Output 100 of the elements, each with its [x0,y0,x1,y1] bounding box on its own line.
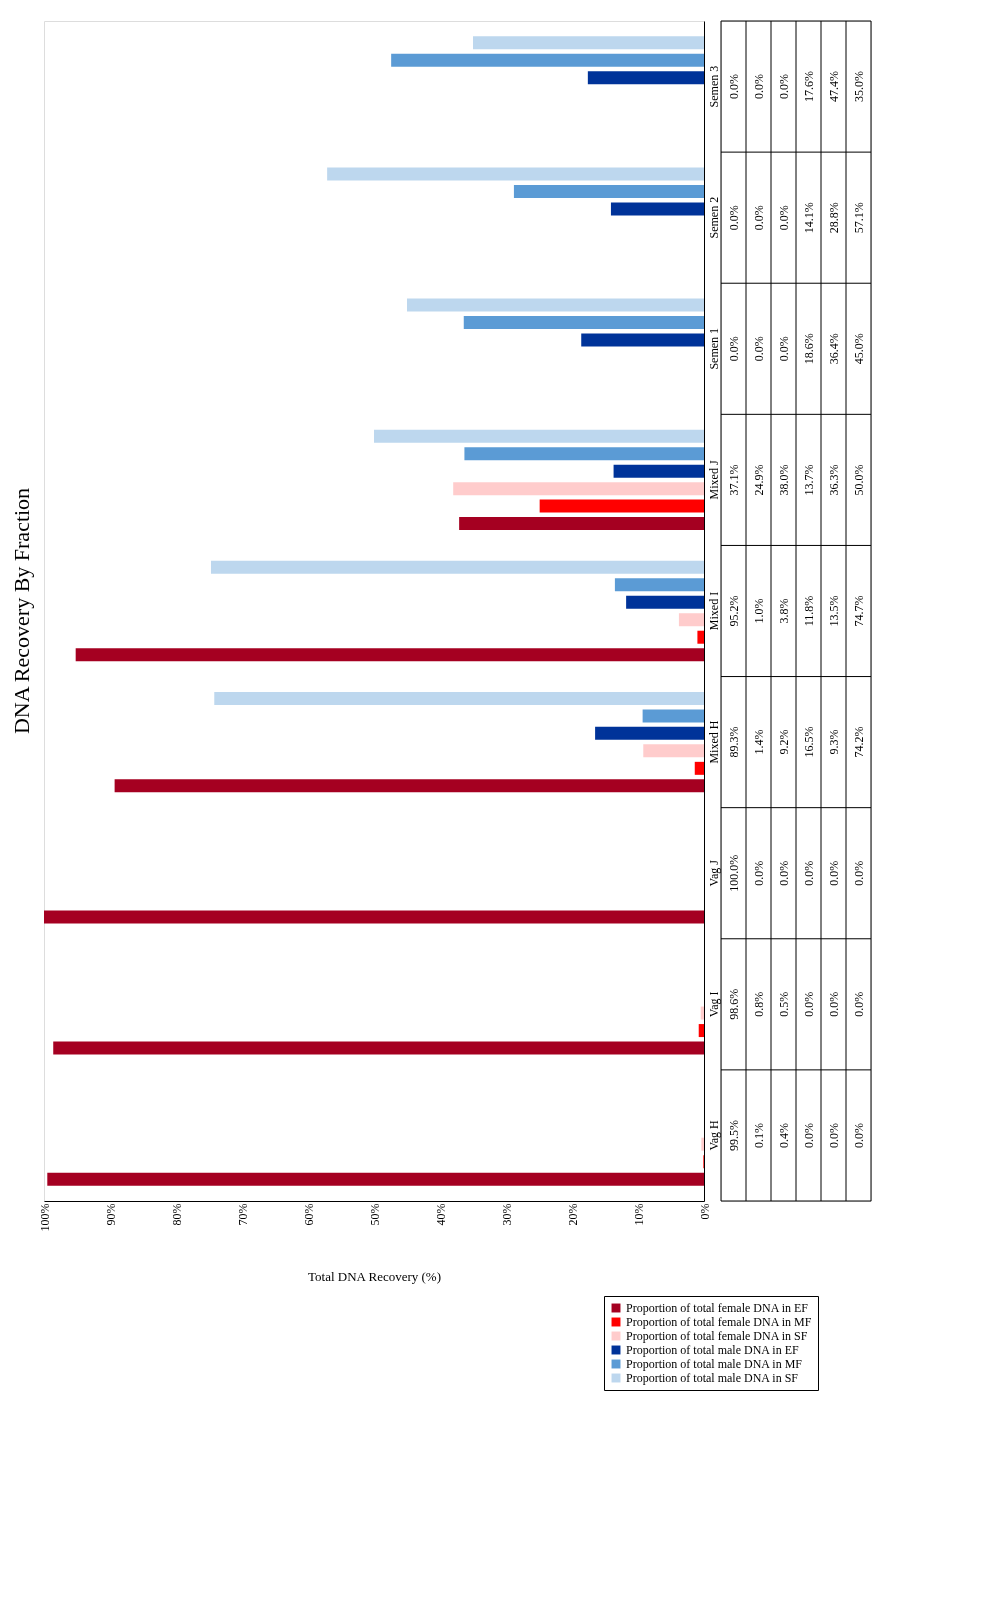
data-label: 99.5% [726,1119,741,1151]
bar [587,71,704,85]
data-label: 89.3% [726,726,741,758]
data-label: 50.0% [851,464,866,496]
data-label: 17.6% [801,71,816,103]
bar [698,1024,704,1038]
data-label: 3.8% [776,598,791,624]
data-label: 0.4% [776,1122,791,1148]
bar [391,53,704,67]
data-label: 36.3% [826,464,841,496]
bar [643,744,704,758]
data-label: 74.2% [851,726,866,758]
data-label: 0.0% [801,1122,816,1148]
bar [210,560,704,574]
x-tick-label: 30% [499,1203,514,1226]
data-label: 0.0% [776,860,791,886]
data-label: 9.3% [826,729,841,755]
bar [642,709,704,723]
x-tick-label: 40% [433,1203,448,1226]
x-tick-label: 10% [631,1203,646,1226]
bar [473,36,704,50]
data-label: 0.1% [751,1122,766,1148]
y-tick-label: Mixed I [706,591,721,631]
legend-label: Proportion of total female DNA in MF [626,1315,812,1329]
bar [459,517,704,531]
data-label: 0.5% [776,991,791,1017]
x-tick-label: 100% [37,1203,52,1232]
y-tick-label: Semen 2 [706,196,721,239]
data-label: 14.1% [801,202,816,234]
data-label: 0.0% [726,336,741,362]
data-label: 100.0% [726,854,741,892]
bar [581,333,704,347]
bar [539,499,704,513]
y-tick-label: Vag I [706,991,721,1018]
bar [44,910,704,924]
y-tick-label: Vag H [706,1119,721,1151]
data-label: 9.2% [776,729,791,755]
bar [595,726,704,740]
data-label: 0.0% [851,991,866,1017]
legend-label: Proportion of total female DNA in EF [626,1301,809,1315]
data-label: 98.6% [726,988,741,1020]
data-label: 0.0% [826,860,841,886]
bar [697,630,704,644]
legend-label: Proportion of total male DNA in SF [626,1371,799,1385]
data-label: 0.0% [826,991,841,1017]
data-label: 13.7% [801,464,816,496]
bar [513,184,704,198]
x-tick-label: 80% [169,1203,184,1226]
data-label: 0.0% [751,336,766,362]
data-label: 13.5% [826,595,841,627]
data-label: 0.0% [801,991,816,1017]
data-label: 0.0% [776,74,791,100]
bar [701,1137,704,1151]
data-label: 18.6% [801,333,816,365]
data-label: 35.0% [851,71,866,103]
data-label: 0.0% [726,74,741,100]
bar [463,316,704,330]
bar [678,613,704,627]
data-label: 24.9% [751,464,766,496]
x-tick-label: 0% [697,1203,712,1220]
data-label: 0.8% [751,991,766,1017]
legend-label: Proportion of total male DNA in EF [626,1343,799,1357]
bar [407,298,704,312]
y-tick-label: Semen 3 [706,65,721,108]
data-label: 74.7% [851,595,866,627]
data-label: 0.0% [776,336,791,362]
y-tick-label: Mixed H [706,720,721,764]
x-tick-label: 20% [565,1203,580,1226]
data-label: 16.5% [801,726,816,758]
data-label: 0.0% [751,74,766,100]
bar [700,1006,704,1020]
bar [374,429,704,443]
bar [614,578,704,592]
y-tick-label: Vag J [706,859,721,887]
data-label: 0.0% [751,205,766,231]
bar [75,648,704,662]
y-tick-label: Mixed J [706,460,721,500]
data-label: 45.0% [851,333,866,365]
bar [47,1172,704,1186]
data-label: 0.0% [851,1122,866,1148]
bar [626,595,704,609]
data-label: 1.0% [751,598,766,624]
x-tick-label: 50% [367,1203,382,1226]
legend-label: Proportion of total female DNA in SF [626,1329,808,1343]
data-label: 11.8% [801,595,816,627]
data-label: 47.4% [826,71,841,103]
bar [610,202,704,216]
data-label: 0.0% [751,860,766,886]
data-label: 0.0% [826,1122,841,1148]
data-label: 37.1% [726,464,741,496]
x-tick-label: 70% [235,1203,250,1226]
bar [214,691,704,705]
data-label: 0.0% [726,205,741,231]
bar [53,1041,704,1055]
text: DNA Recovery By Fraction [9,487,34,735]
x-tick-label: 90% [103,1203,118,1226]
bar [694,761,704,775]
data-label: 95.2% [726,595,741,627]
data-label: 0.0% [851,860,866,886]
data-label: 57.1% [851,202,866,234]
